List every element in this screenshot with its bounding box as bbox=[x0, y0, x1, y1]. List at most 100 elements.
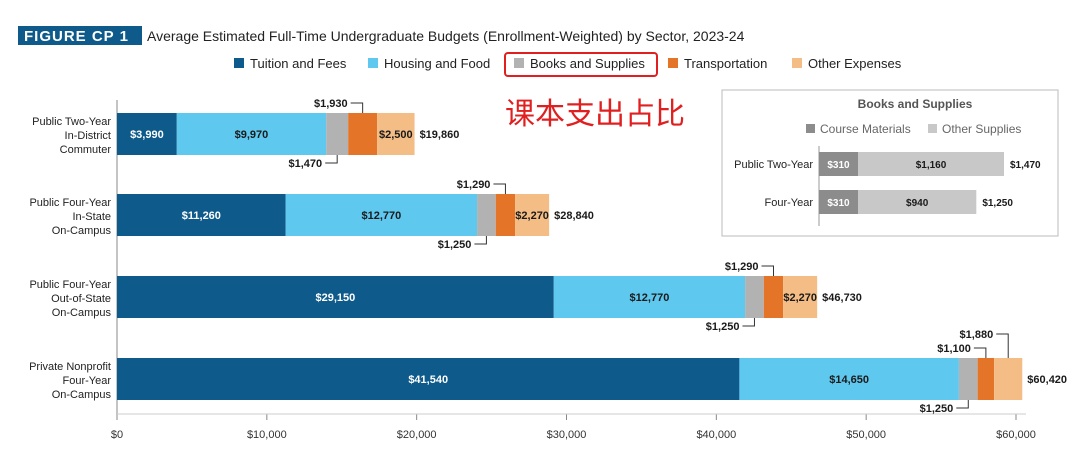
bar-total-label: $28,840 bbox=[554, 210, 594, 222]
category-label: On-Campus bbox=[52, 389, 112, 401]
inset-bar-label: $310 bbox=[827, 198, 850, 209]
inset-total-label: $1,470 bbox=[1010, 160, 1041, 171]
bar-segment-transport bbox=[763, 276, 784, 318]
legend: Tuition and Fees Housing and Food Books … bbox=[234, 52, 902, 77]
bar-segment-tuition bbox=[117, 113, 177, 155]
bar-label-books: $1,250 bbox=[438, 239, 472, 251]
category-label: Out-of-State bbox=[51, 293, 111, 305]
inset-category-label: Public Two-Year bbox=[734, 159, 813, 171]
bar-segment-tuition bbox=[117, 358, 740, 400]
bar-segment-housing bbox=[176, 113, 327, 155]
bar-segment-transport bbox=[495, 194, 516, 236]
bar-label-tuition: $41,540 bbox=[408, 374, 448, 386]
inset-bar-course-materials bbox=[819, 152, 859, 176]
bar-segment-books bbox=[326, 113, 349, 155]
inset-bar-label: $1,160 bbox=[916, 160, 947, 171]
bar-segment-other bbox=[377, 113, 415, 155]
bar-total-label: $46,730 bbox=[822, 292, 862, 304]
category-label: Private Nonprofit bbox=[29, 361, 111, 373]
legend-label-other: Other Expenses bbox=[808, 56, 902, 71]
legend-swatch-other bbox=[792, 58, 802, 68]
legend-label-tuition: Tuition and Fees bbox=[250, 56, 347, 71]
legend-label-books: Books and Supplies bbox=[530, 56, 645, 71]
bar-label-other: $2,270 bbox=[515, 210, 549, 222]
category-label: Four-Year bbox=[62, 375, 111, 387]
bar-segment-books bbox=[477, 194, 496, 236]
leader-line bbox=[350, 102, 364, 113]
leader-line bbox=[996, 333, 1009, 358]
bar-label-books: $1,250 bbox=[920, 403, 954, 415]
legend-swatch-transport bbox=[668, 58, 678, 68]
bar-label-transport: $1,290 bbox=[457, 179, 491, 191]
leader-line bbox=[973, 347, 987, 358]
legend-swatch-housing bbox=[368, 58, 378, 68]
inset-total-label: $1,250 bbox=[982, 198, 1013, 209]
legend-label-housing: Housing and Food bbox=[384, 56, 490, 71]
bar-label-other: $2,500 bbox=[379, 129, 413, 141]
inset-bar-label: $940 bbox=[906, 198, 929, 209]
bar-total-label: $60,420 bbox=[1027, 374, 1067, 386]
legend-label-transport: Transportation bbox=[684, 56, 767, 71]
bar-segment-transport bbox=[977, 358, 995, 400]
bar-label-other: $2,270 bbox=[783, 292, 817, 304]
bar-label-books: $1,250 bbox=[706, 321, 740, 333]
bar-total-label: $19,860 bbox=[420, 129, 460, 141]
legend-highlight-box bbox=[504, 52, 658, 77]
annotation-text: 课本支出占比 bbox=[505, 97, 685, 132]
category-label: On-Campus bbox=[52, 307, 112, 319]
inset-legend-label-course: Course Materials bbox=[820, 122, 911, 136]
x-tick-label: $30,000 bbox=[547, 429, 587, 441]
inset-bar-label: $310 bbox=[827, 160, 850, 171]
inset-title: Books and Supplies bbox=[858, 97, 973, 111]
plot-area: $0 $10,000 $20,000 $30,000 $40,000 $50,000 $60… bbox=[29, 98, 1067, 441]
bar-segment-housing bbox=[285, 194, 478, 236]
bar-segment-tuition bbox=[117, 194, 286, 236]
bar-segment-other bbox=[515, 194, 550, 236]
category-label: Public Two-Year bbox=[32, 116, 111, 128]
bar-label-housing: $12,770 bbox=[630, 292, 670, 304]
bar-label-transport: $1,290 bbox=[725, 261, 759, 273]
bar-label-tuition: $11,260 bbox=[182, 210, 221, 222]
category-label: Commuter bbox=[60, 144, 112, 156]
figure-badge bbox=[18, 26, 142, 45]
bar-segment-transport bbox=[348, 113, 378, 155]
bar-segment-housing bbox=[739, 358, 959, 400]
leader-line bbox=[493, 183, 506, 194]
inset-category-label: Four-Year bbox=[764, 197, 813, 209]
bar-label-housing: $12,770 bbox=[361, 210, 401, 222]
inset-legend-swatch-course bbox=[806, 124, 815, 133]
bar-label-tuition: $3,990 bbox=[130, 129, 164, 141]
bar-label-housing: $14,650 bbox=[829, 374, 869, 386]
bar-segment-books bbox=[745, 276, 764, 318]
leader-line bbox=[742, 318, 755, 327]
x-tick-label: $10,000 bbox=[247, 429, 287, 441]
leader-line bbox=[956, 400, 969, 409]
chart-title: Average Estimated Full-Time Undergraduat… bbox=[147, 28, 745, 44]
bar-segment-books bbox=[958, 358, 978, 400]
inset-bar-course-materials bbox=[819, 190, 859, 214]
bar-label-transport: $1,100 bbox=[937, 343, 971, 355]
bar-label-other: $1,880 bbox=[960, 329, 994, 341]
leader-line bbox=[474, 236, 487, 245]
category-label: In-District bbox=[65, 130, 111, 142]
bar-segment-tuition bbox=[117, 276, 554, 318]
category-label: Public Four-Year bbox=[29, 197, 111, 209]
x-tick-label: $50,000 bbox=[846, 429, 886, 441]
inset-bar-other-supplies bbox=[858, 152, 1004, 176]
inset-plot: Public Two-Year $310 $1,160 $1,470 Four-Year… bbox=[734, 152, 1041, 214]
x-tick-label: $0 bbox=[111, 429, 123, 441]
inset-legend-swatch-other bbox=[928, 124, 937, 133]
figure-label: FIGURE CP 1 bbox=[24, 28, 129, 45]
x-tick-label: $40,000 bbox=[696, 429, 736, 441]
bar-label-books: $1,470 bbox=[289, 158, 323, 170]
legend-swatch-books bbox=[514, 58, 524, 68]
bar-segment-other bbox=[994, 358, 1023, 400]
bar-label-tuition: $29,150 bbox=[315, 292, 355, 304]
bar-label-housing: $9,970 bbox=[235, 129, 269, 141]
bar-label-transport: $1,930 bbox=[314, 98, 348, 110]
category-label: On-Campus bbox=[52, 225, 112, 237]
x-tick-label: $60,000 bbox=[996, 429, 1036, 441]
leader-line bbox=[325, 155, 338, 164]
inset-panel: Books and Supplies Course Materials Othe… bbox=[721, 89, 1059, 237]
